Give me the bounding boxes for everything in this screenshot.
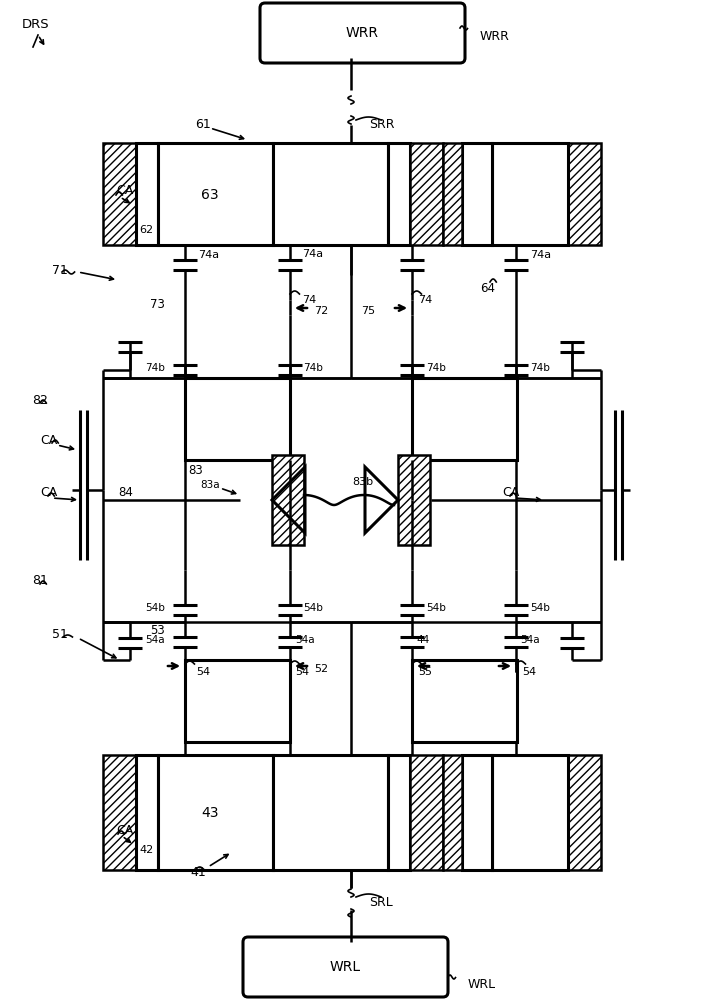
Text: 84: 84 — [118, 486, 133, 498]
Text: 74b: 74b — [530, 363, 550, 373]
Bar — [136, 755, 158, 870]
Bar — [158, 143, 273, 245]
Text: 73: 73 — [150, 298, 165, 312]
Text: SRR: SRR — [369, 118, 395, 131]
Text: 64: 64 — [480, 282, 495, 294]
Text: 71: 71 — [52, 263, 68, 276]
Bar — [492, 755, 568, 870]
Text: 63: 63 — [201, 188, 219, 202]
Text: 54b: 54b — [145, 603, 165, 613]
Text: CA: CA — [116, 824, 133, 836]
Text: 54: 54 — [196, 667, 210, 677]
Text: 42: 42 — [139, 845, 153, 855]
Text: 53: 53 — [150, 624, 165, 637]
Text: 82: 82 — [32, 393, 48, 406]
Text: CA: CA — [502, 486, 519, 498]
Text: 51: 51 — [52, 629, 68, 642]
Bar — [103, 755, 136, 870]
Text: 74a: 74a — [302, 249, 323, 259]
Bar — [185, 660, 290, 742]
Text: 54: 54 — [295, 667, 309, 677]
Text: 83b: 83b — [352, 477, 373, 487]
Text: 54a: 54a — [295, 635, 314, 645]
Bar — [398, 455, 430, 545]
Bar — [568, 143, 601, 245]
Text: 74: 74 — [302, 295, 316, 305]
Bar — [412, 660, 517, 742]
Text: 54: 54 — [522, 667, 536, 677]
Bar — [185, 378, 290, 460]
Text: 62: 62 — [139, 225, 153, 235]
Bar — [273, 143, 388, 245]
Text: 54a: 54a — [520, 635, 540, 645]
Text: 74: 74 — [418, 295, 432, 305]
Text: CA: CA — [40, 434, 58, 446]
Text: 54b: 54b — [530, 603, 550, 613]
Text: 74a: 74a — [198, 250, 219, 260]
Text: 54b: 54b — [426, 603, 446, 613]
Text: 54b: 54b — [303, 603, 323, 613]
Text: 54a: 54a — [145, 635, 165, 645]
Text: 52: 52 — [314, 664, 328, 674]
Bar — [272, 455, 304, 545]
Bar — [136, 143, 158, 245]
Text: 74b: 74b — [145, 363, 165, 373]
Text: 83a: 83a — [200, 480, 220, 490]
Text: SRL: SRL — [369, 896, 392, 908]
Text: WRR: WRR — [480, 30, 510, 43]
Bar — [388, 755, 410, 870]
Bar — [410, 143, 443, 245]
FancyBboxPatch shape — [260, 3, 465, 63]
Bar — [158, 755, 273, 870]
Text: DRS: DRS — [22, 18, 50, 31]
Bar — [410, 755, 443, 870]
Bar — [412, 378, 517, 460]
Text: 74b: 74b — [303, 363, 323, 373]
Text: 44: 44 — [416, 635, 429, 645]
Bar — [492, 143, 568, 245]
Text: 55: 55 — [418, 667, 432, 677]
Text: 74b: 74b — [426, 363, 446, 373]
Text: 61: 61 — [195, 118, 211, 131]
Text: 75: 75 — [361, 306, 375, 316]
Text: 43: 43 — [201, 806, 219, 820]
Text: 83: 83 — [188, 464, 203, 477]
Bar — [443, 143, 462, 245]
Text: WRL: WRL — [468, 978, 496, 992]
FancyBboxPatch shape — [243, 937, 448, 997]
Bar — [103, 143, 136, 245]
Bar — [462, 143, 492, 245]
Text: 81: 81 — [32, 574, 48, 586]
Text: CA: CA — [40, 486, 58, 498]
Text: WRR: WRR — [345, 26, 378, 40]
Bar — [273, 755, 388, 870]
Bar — [443, 755, 462, 870]
Bar — [462, 755, 492, 870]
Text: 72: 72 — [314, 306, 329, 316]
Bar — [388, 143, 410, 245]
Text: CA: CA — [116, 184, 133, 196]
Text: 74a: 74a — [530, 250, 551, 260]
Bar — [568, 755, 601, 870]
Text: 41: 41 — [190, 865, 206, 879]
Text: WRL: WRL — [329, 960, 361, 974]
